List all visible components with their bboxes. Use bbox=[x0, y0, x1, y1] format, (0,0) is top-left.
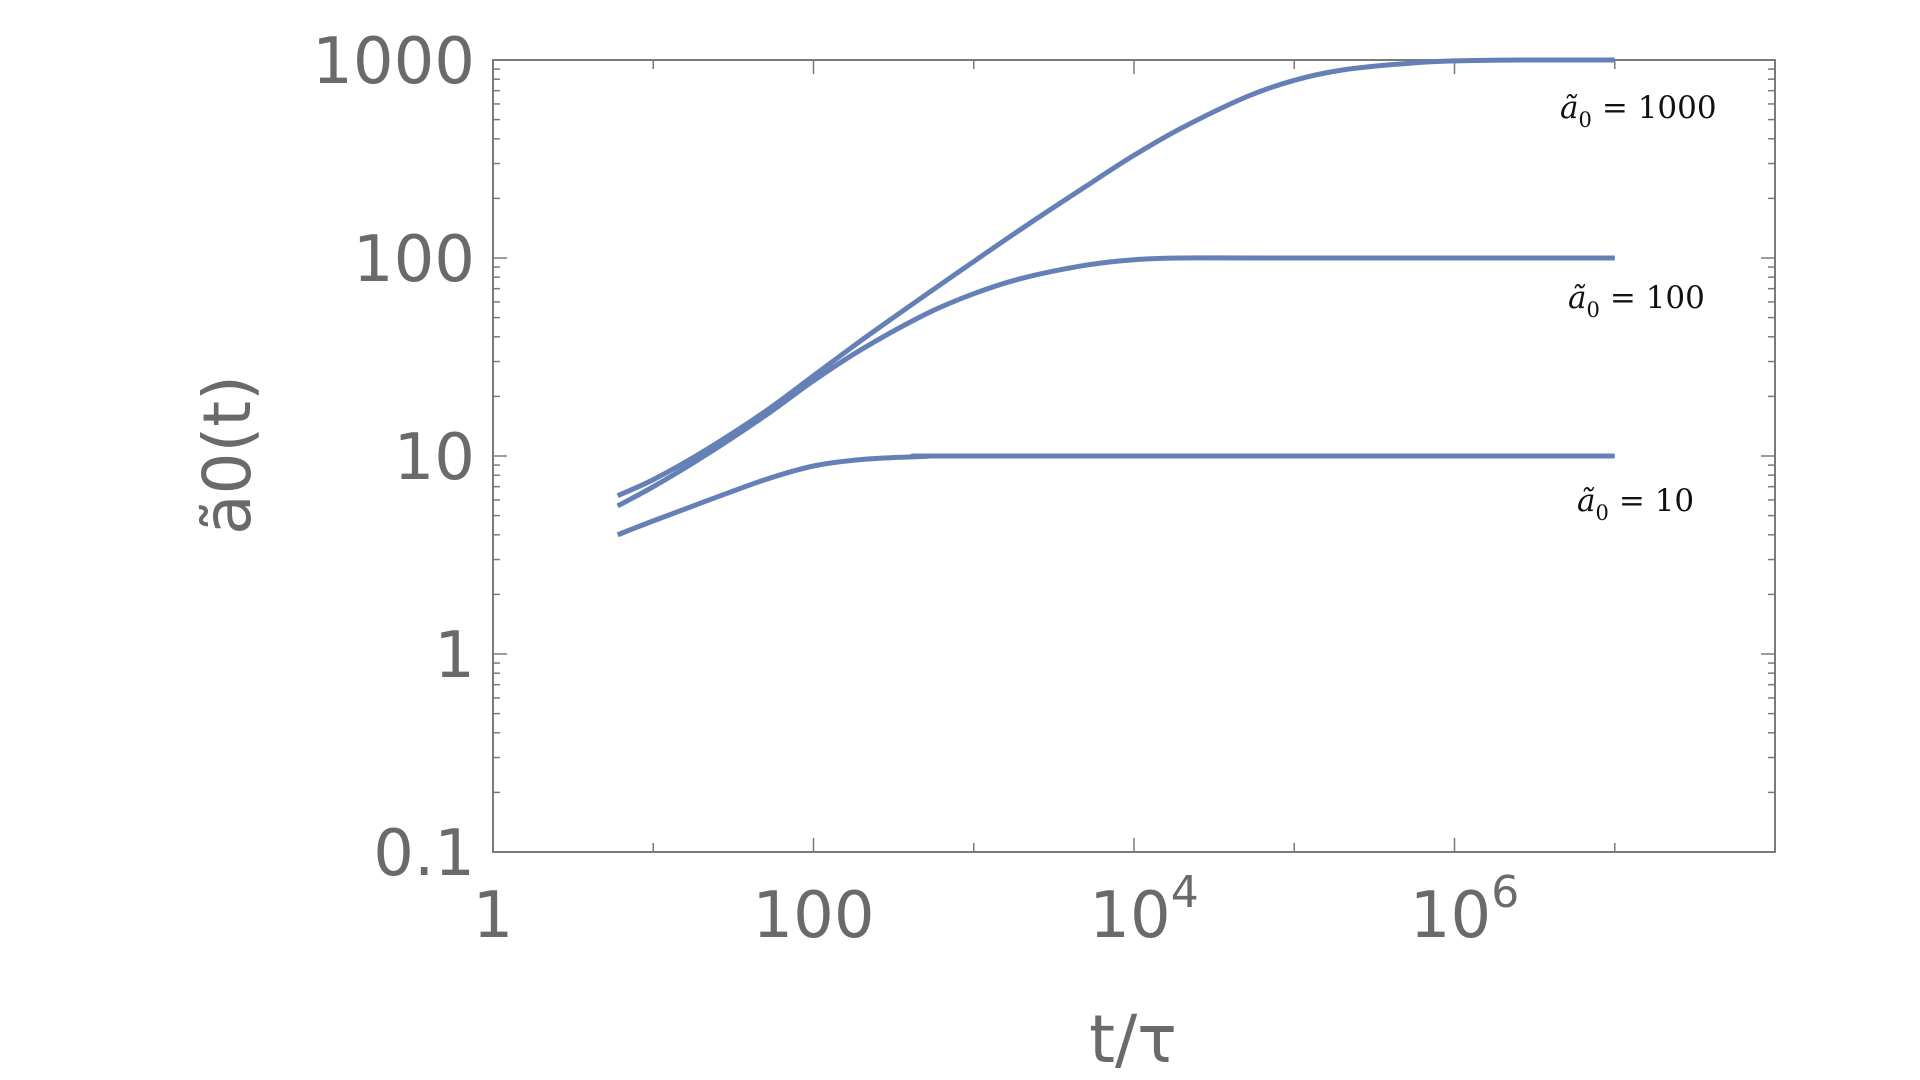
x-tick-label-3: 106 bbox=[1410, 867, 1519, 953]
y-tick-label-1: 1 bbox=[434, 619, 475, 693]
ticks bbox=[492, 59, 1776, 853]
curve-label-1: ã0 = 100 bbox=[1568, 280, 1705, 322]
curve-labels: ã0 = 1000 ã0 = 100 ã0 = 10 bbox=[1560, 90, 1717, 525]
series-line-1 bbox=[616, 255, 1615, 509]
y-axis-title: ã0(t) bbox=[189, 375, 266, 535]
y-tick-label-2: 10 bbox=[394, 421, 475, 495]
x-axis-title: t/τ bbox=[1089, 1001, 1177, 1078]
x-tick-label-2: 104 bbox=[1089, 867, 1198, 953]
x-tick-label-1: 100 bbox=[752, 879, 874, 953]
y-tick-label-3: 100 bbox=[353, 223, 475, 297]
curve-label-2: ã0 = 10 bbox=[1577, 483, 1694, 525]
x-tick-label-0: 1 bbox=[473, 879, 514, 953]
y-tick-label-4: 1000 bbox=[312, 25, 475, 99]
series-line-2 bbox=[616, 453, 1615, 538]
series-lines bbox=[616, 57, 1615, 538]
curve-label-0: ã0 = 1000 bbox=[1560, 90, 1717, 132]
y-tick-label-0: 0.1 bbox=[373, 817, 475, 891]
series-line-0 bbox=[616, 57, 1615, 498]
